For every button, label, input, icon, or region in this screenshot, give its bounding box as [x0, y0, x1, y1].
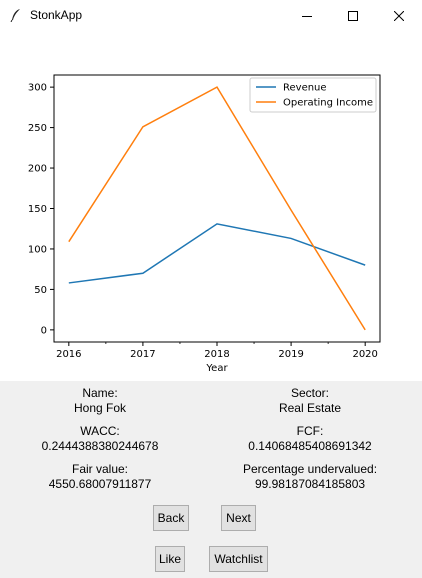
sector-label: Sector: — [290, 386, 329, 400]
x-tick-label: 2019 — [278, 349, 303, 360]
minimize-icon — [302, 15, 312, 17]
legend-entry: Revenue — [283, 83, 327, 94]
wacc-value: 0.2444388380244678 — [41, 439, 159, 453]
x-tick-label: 2020 — [352, 349, 377, 360]
line-chart: 0 50 100 150 200 250 300 2016 2017 2018 2019 2020 R… — [28, 74, 381, 374]
watchlist-button[interactable]: Watchlist — [209, 546, 268, 572]
window-title: StonkApp — [30, 8, 83, 22]
series-line-1 — [68, 86, 366, 331]
y-tick-label: 100 — [28, 244, 47, 255]
x-tick-label: 2016 — [56, 349, 81, 360]
undervalued-label: Percentage undervalued: — [242, 462, 378, 476]
x-tick-label: 2018 — [204, 349, 229, 360]
sector-value: Real Estate — [278, 401, 342, 415]
y-tick-label: 0 — [41, 325, 47, 336]
plot-frame — [53, 74, 381, 343]
legend-box — [249, 77, 377, 113]
fair-value-label: Fair value: — [71, 462, 129, 476]
legend-entry: Operating Income — [283, 98, 373, 109]
fair-value-field: Fair value: 4550.68007911877 — [0, 462, 200, 492]
like-button[interactable]: Like — [155, 546, 185, 572]
x-axis-label: Year — [205, 363, 228, 374]
next-button[interactable]: Next — [221, 505, 256, 531]
y-tick-label: 250 — [28, 123, 47, 134]
feather-icon — [10, 9, 20, 22]
series-line-0 — [68, 223, 366, 284]
minimize-button[interactable] — [284, 0, 330, 31]
close-button[interactable] — [376, 0, 422, 31]
info-panel: Name: Hong Fok Sector: Real Estate WACC:… — [0, 381, 422, 578]
x-tick-label: 2017 — [130, 349, 155, 360]
maximize-button[interactable] — [330, 0, 376, 31]
undervalued-field: Percentage undervalued: 99.9818708418580… — [210, 462, 410, 492]
y-tick-label: 200 — [28, 164, 47, 175]
name-value: Hong Fok — [73, 401, 127, 415]
undervalued-value: 99.98187084185803 — [254, 477, 366, 491]
y-tick-label: 150 — [28, 204, 47, 215]
fcf-label: FCF: — [296, 424, 324, 438]
y-tick-label: 300 — [28, 83, 47, 94]
name-label: Name: — [82, 386, 118, 400]
title-bar: StonkApp — [0, 0, 422, 31]
maximize-icon — [348, 10, 358, 21]
fcf-field: FCF: 0.14068485408691342 — [210, 424, 410, 454]
back-button[interactable]: Back — [153, 505, 189, 531]
fcf-value: 0.14068485408691342 — [248, 439, 372, 453]
fair-value-value: 4550.68007911877 — [48, 477, 152, 491]
wacc-field: WACC: 0.2444388380244678 — [0, 424, 200, 454]
wacc-label: WACC: — [80, 424, 120, 438]
close-icon — [394, 10, 404, 21]
y-tick-label: 50 — [34, 285, 47, 296]
name-field: Name: Hong Fok — [0, 386, 200, 416]
chart-area: 0 50 100 150 200 250 300 2016 2017 2018 2019 2020 R… — [0, 31, 422, 381]
sector-field: Sector: Real Estate — [210, 386, 410, 416]
